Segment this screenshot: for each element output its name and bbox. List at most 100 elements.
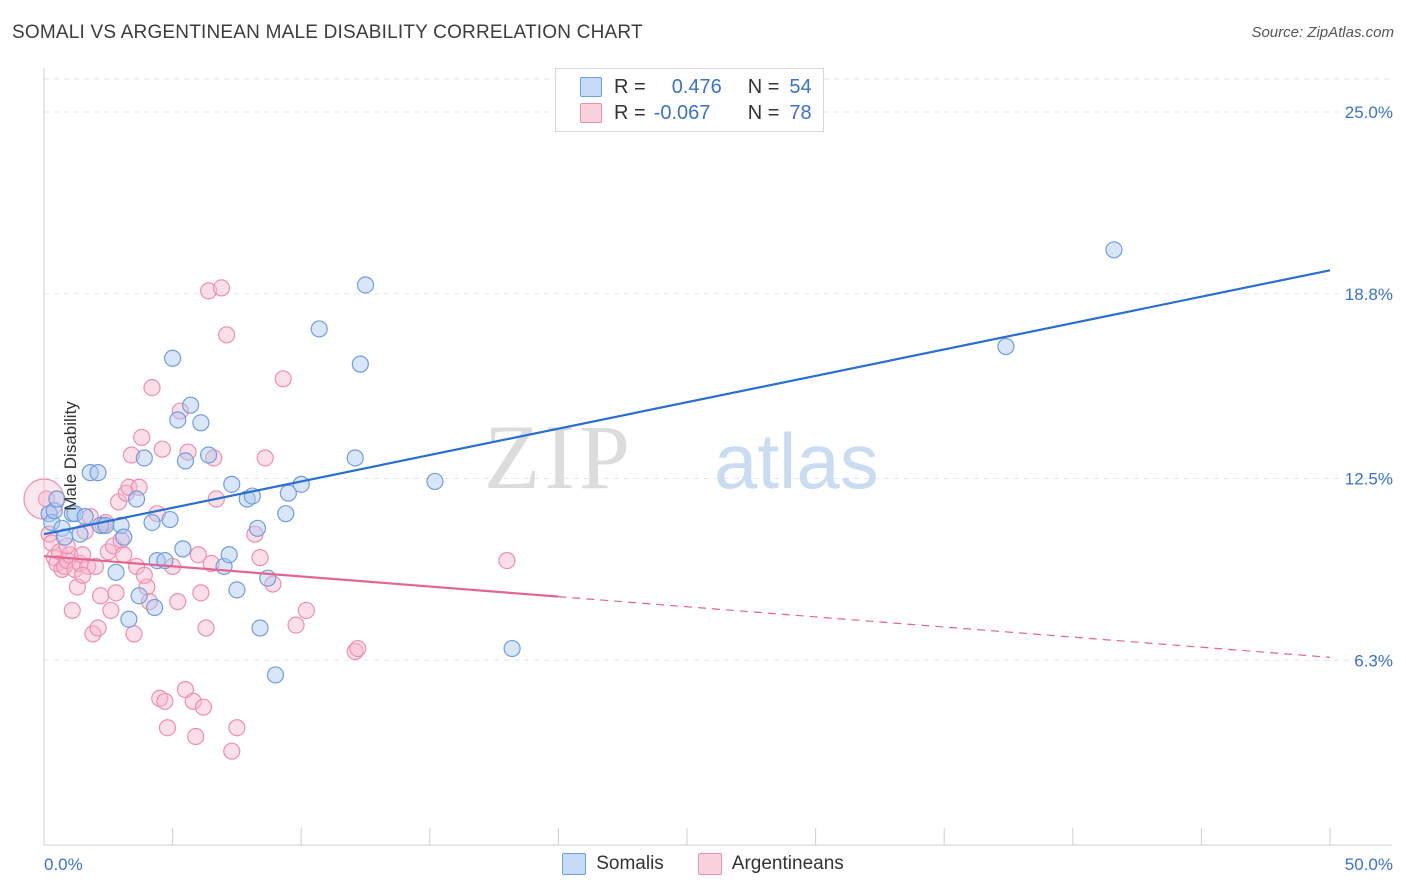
y-tick-label-2: 18.8% [1345, 285, 1393, 304]
somali-point [997, 337, 1015, 356]
somalis-swatch [580, 77, 602, 97]
argentineans-trend-extension [558, 596, 1331, 658]
watermark-zip: ZIP [484, 406, 634, 508]
somali-point [248, 519, 267, 537]
somali-point [130, 587, 148, 605]
somali-point [176, 452, 195, 470]
legend-item-argentineans[interactable]: Argentineans [697, 850, 844, 878]
argentineans-n-label: N = [747, 101, 780, 124]
argentinean-point [102, 601, 120, 620]
argentinean-point [73, 566, 92, 584]
y-tick-label-1: 12.5% [1345, 469, 1393, 488]
argentinean-point [53, 560, 71, 578]
somali-point [228, 581, 246, 599]
somali-point [192, 414, 210, 432]
argentinean-point [346, 642, 364, 661]
somalis-trend-line [43, 269, 1331, 536]
argentinean-point [202, 554, 220, 573]
argentineans-r-label: R = [614, 101, 646, 124]
somali-point [200, 446, 218, 464]
somali-point [503, 639, 521, 658]
argentinean-point [91, 587, 110, 605]
argentinean-point [133, 428, 151, 447]
argentinean-point [200, 282, 218, 300]
argentinean-point [156, 692, 174, 710]
somali-point [115, 528, 133, 546]
argentinean-point [86, 557, 105, 576]
y-axis-title: Male Disability [60, 401, 80, 511]
somali-point [127, 490, 146, 508]
argentineans-legend-label: Argentineans [731, 853, 844, 874]
argentinean-point [112, 531, 130, 549]
axes [43, 68, 1392, 846]
argentinean-point [143, 378, 161, 397]
argentinean-point [197, 619, 215, 637]
argentinean-point [169, 593, 187, 611]
somalis-r-label: R = [614, 75, 646, 98]
somali-point [182, 396, 200, 414]
correlation-legend: R = 0.476 N = 54 R = -0.067 N = 78 [555, 68, 824, 132]
somali-point [356, 276, 375, 294]
somali-point [135, 449, 153, 467]
argentinean-point [256, 449, 274, 467]
somalis-n-label: N = [747, 75, 780, 98]
argentinean-point [228, 719, 246, 737]
somali-point [277, 505, 295, 523]
argentinean-point [63, 601, 81, 620]
argentineans-trend-line [43, 555, 559, 598]
somali-point [292, 475, 310, 493]
somali-point [89, 464, 107, 482]
argentinean-point [349, 639, 367, 658]
somali-point [76, 508, 94, 526]
somali-point [169, 411, 187, 429]
argentinean-point [125, 625, 143, 643]
argentinean-point [122, 446, 141, 464]
somali-point [251, 619, 269, 637]
argentinean-point [189, 546, 207, 564]
somali-point [1105, 241, 1123, 259]
y-tick-labels: 6.3% 12.5% 18.8% 25.0% [1345, 103, 1393, 670]
argentinean-point [184, 692, 202, 710]
argentinean-point [158, 719, 177, 737]
x-tick-labels: 0.0% 50.0% [44, 855, 1393, 874]
argentinean-point [151, 689, 169, 707]
argentinean-point [89, 619, 107, 637]
argentinean-point [205, 449, 223, 467]
argentinean-point [287, 616, 305, 634]
argentinean-point [218, 326, 236, 344]
argentinean-point [107, 584, 125, 602]
trend-lines [43, 269, 1331, 658]
argentinean-point [153, 440, 171, 458]
somalis-legend-swatch [562, 853, 587, 875]
series-legend: Somalis Argentineans [0, 850, 1406, 878]
argentinean-point [115, 546, 133, 564]
argentinean-point [192, 584, 210, 602]
somali-point [351, 355, 369, 373]
somali-point [145, 598, 164, 617]
legend-row-somalis: R = 0.476 N = 54 [580, 75, 812, 99]
somali-point [66, 505, 84, 523]
legend-row-argentineans: R = -0.067 N = 78 [580, 101, 812, 125]
somalis-r-value: 0.476 [671, 75, 722, 98]
legend-item-somalis[interactable]: Somalis [562, 850, 664, 878]
x-tick-label-min: 0.0% [44, 855, 83, 874]
y-tick-label-3: 25.0% [1345, 103, 1393, 122]
argentinean-point [135, 566, 153, 584]
argentinean-point [187, 727, 205, 746]
somali-point [143, 513, 161, 532]
x-tick-label-max: 50.0% [1345, 855, 1393, 874]
y-tick-label-0: 6.3% [1354, 651, 1393, 670]
somali-point [223, 475, 241, 493]
somali-point [310, 320, 328, 338]
somali-point [346, 449, 364, 467]
somali-point [120, 610, 138, 628]
somali-point [266, 666, 285, 684]
somali-point [161, 510, 179, 529]
somali-point [426, 472, 444, 491]
argentinean-point [194, 698, 213, 716]
somali-point [238, 490, 256, 508]
argentineans-swatch [580, 103, 602, 123]
argentinean-point [274, 370, 292, 388]
argentinean-point [223, 742, 241, 760]
argentineans-legend-swatch [697, 853, 722, 875]
